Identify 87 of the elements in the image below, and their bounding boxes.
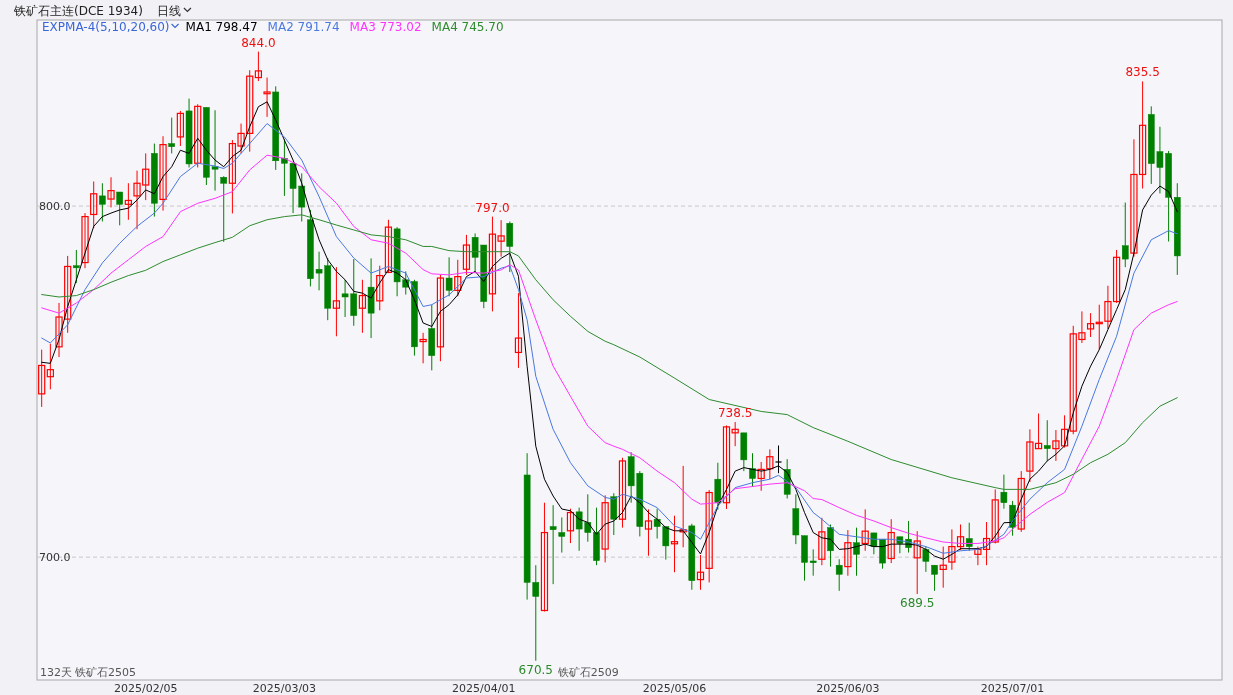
candlestick (931, 564, 938, 592)
candlestick (549, 504, 557, 585)
candlestick (766, 448, 774, 480)
text: MA1 798.47 (185, 20, 258, 34)
x-tick-label: 2025/05/06 (642, 682, 707, 695)
candlestick (1000, 474, 1008, 510)
annotation: 844.0 (241, 35, 276, 50)
annotation: 132天 (40, 666, 72, 679)
candlestick (939, 546, 947, 589)
candlestick (835, 558, 843, 592)
candlestick (194, 103, 202, 168)
candlestick (73, 249, 80, 284)
candlestick (610, 492, 618, 536)
candlestick (454, 259, 462, 297)
candlestick (1017, 470, 1025, 533)
candlestick (601, 494, 609, 563)
candlestick (566, 508, 575, 544)
chart-subtitle: 日线 (156, 4, 181, 18)
text: MA3 773.02 (349, 20, 422, 34)
candlestick (696, 554, 705, 591)
candlestick (124, 182, 132, 221)
candlestick (116, 191, 123, 226)
candlestick (55, 302, 63, 358)
chart-title: 铁矿石主连(DCE 1934) (13, 4, 143, 18)
candlestick (827, 523, 834, 568)
candlestick (436, 274, 445, 362)
candlestick (705, 489, 713, 583)
y-tick-label: 700.0 (39, 551, 71, 565)
y-tick-label: 800.0 (39, 200, 71, 214)
x-tick-label: 2025/02/05 (114, 682, 178, 695)
candlestick (644, 508, 653, 557)
text: MA4 745.70 (431, 20, 504, 34)
candlestick (159, 135, 167, 212)
candlestick (749, 452, 756, 488)
annotation: 670.5 (518, 662, 553, 677)
candlestick (176, 110, 185, 147)
x-tick-label: 2025/06/03 (816, 682, 880, 695)
candlestick (81, 212, 89, 269)
candlestick (913, 530, 921, 595)
candlestick (922, 546, 930, 573)
candlestick (861, 508, 869, 552)
candlestick (514, 292, 523, 369)
candlestick (46, 343, 54, 390)
candlestick (38, 349, 46, 408)
candlestick (844, 529, 852, 577)
candlestick (254, 51, 263, 82)
candlestick (332, 266, 341, 337)
candlestick (90, 180, 98, 229)
candlestick (1121, 202, 1129, 268)
candlestick (774, 444, 783, 474)
candlestick (107, 176, 115, 208)
candlestick (853, 527, 860, 577)
candlestick (506, 221, 514, 273)
text: MA2 791.74 (267, 20, 340, 34)
candlestick (679, 465, 687, 548)
candlestick (1043, 419, 1051, 462)
annotation: 797.0 (475, 200, 510, 215)
candlestick (991, 488, 999, 544)
candlestick (419, 332, 427, 364)
candlestick (64, 255, 72, 334)
candlestick (220, 175, 228, 243)
candlestick (809, 548, 817, 577)
candlestick (1086, 312, 1095, 338)
candlestick (263, 77, 271, 118)
candlestick (818, 517, 826, 566)
candlestick (358, 279, 367, 334)
candlestick (757, 461, 765, 492)
legend-title: EXPMA-4(5,10,20,60) (42, 20, 170, 34)
annotation: 689.5 (900, 595, 935, 610)
x-tick-label: 2025/03/03 (252, 682, 317, 695)
x-tick-label: 2025/07/01 (980, 682, 1045, 695)
annotation: 738.5 (717, 405, 753, 420)
candlestick (99, 182, 106, 223)
candlestick (168, 117, 175, 154)
candlestick (376, 265, 384, 311)
candlestick (618, 457, 627, 529)
candlestick (445, 256, 453, 297)
candlestick (384, 219, 393, 274)
candlestick (462, 234, 471, 276)
annotation: 835.5 (1125, 65, 1160, 80)
annotation: 铁矿石2509 (556, 666, 619, 679)
candlestick (540, 502, 549, 613)
candlestick (887, 518, 895, 564)
annotation: 铁矿石2505 (74, 666, 136, 679)
candlestick (558, 516, 566, 554)
x-tick-label: 2025/04/01 (452, 682, 516, 695)
candlestick (714, 462, 722, 511)
